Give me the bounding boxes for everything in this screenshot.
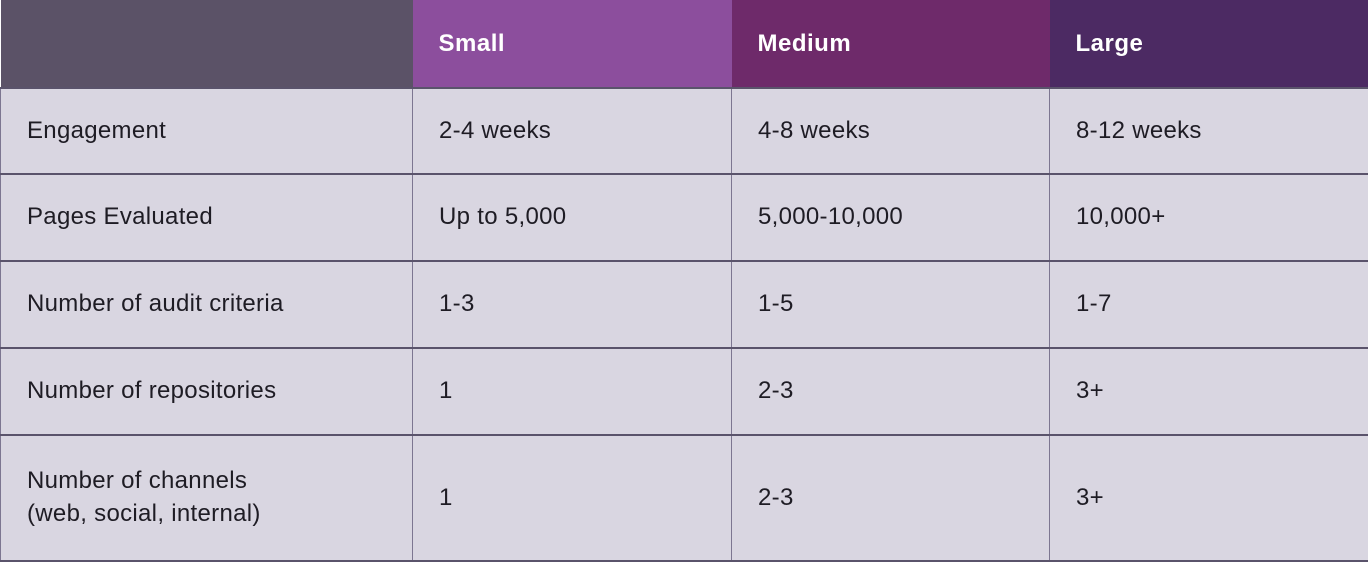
cell-engagement-medium: 4-8 weeks (731, 87, 1050, 175)
column-header-large: Large (1049, 0, 1368, 88)
column-header-medium: Medium (731, 0, 1050, 88)
cell-criteria-medium: 1-5 (731, 259, 1050, 349)
row-label-audit-criteria: Number of audit criteria (0, 259, 413, 349)
table-row-repositories: Number of repositories 1 2-3 3+ (0, 346, 1368, 436)
row-label-channels: Number of channels (web, social, interna… (0, 433, 413, 562)
table-row-channels: Number of channels (web, social, interna… (0, 433, 1368, 562)
cell-pages-medium: 5,000-10,000 (731, 172, 1050, 262)
table-row-engagement: Engagement 2-4 weeks 4-8 weeks 8-12 week… (0, 87, 1368, 175)
cell-repositories-medium: 2-3 (731, 346, 1050, 436)
table-row-audit-criteria: Number of audit criteria 1-3 1-5 1-7 (0, 259, 1368, 349)
table-row-pages-evaluated: Pages Evaluated Up to 5,000 5,000-10,000… (0, 172, 1368, 262)
cell-channels-small: 1 (412, 433, 732, 562)
corner-header-cell (0, 0, 413, 88)
cell-pages-small: Up to 5,000 (412, 172, 732, 262)
row-label-engagement: Engagement (0, 87, 413, 175)
row-label-pages-evaluated: Pages Evaluated (0, 172, 413, 262)
row-label-repositories: Number of repositories (0, 346, 413, 436)
cell-channels-large: 3+ (1049, 433, 1368, 562)
cell-channels-medium: 2-3 (731, 433, 1050, 562)
cell-engagement-small: 2-4 weeks (412, 87, 732, 175)
column-header-small: Small (412, 0, 732, 88)
cell-criteria-small: 1-3 (412, 259, 732, 349)
header-row: Small Medium Large (0, 0, 1368, 88)
cell-engagement-large: 8-12 weeks (1049, 87, 1368, 175)
cell-criteria-large: 1-7 (1049, 259, 1368, 349)
cell-pages-large: 10,000+ (1049, 172, 1368, 262)
cell-repositories-large: 3+ (1049, 346, 1368, 436)
cell-repositories-small: 1 (412, 346, 732, 436)
